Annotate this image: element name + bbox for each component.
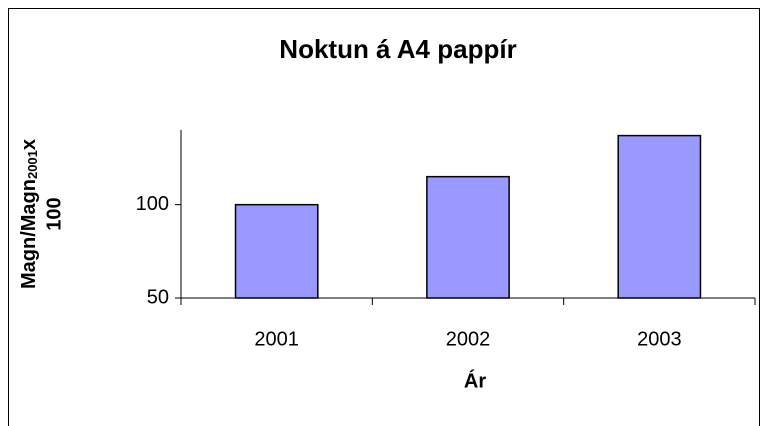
bar [234,203,319,299]
bar [617,134,702,299]
y-axis-label-line2: 100 [43,197,65,230]
y-tick-label: 50 [147,286,169,308]
x-tick-label: 2003 [637,328,682,350]
y-tick-label: 100 [136,193,169,215]
y-label-part: Magn/Magn [18,179,40,289]
x-axis-label: Ár [464,369,486,392]
y-label-part: x [18,139,40,150]
chart-title: Noktun á A4 pappír [279,34,516,64]
x-tick-label: 2002 [446,328,491,350]
y-axis-label: Magn/Magn2001x 100 [18,139,65,289]
bar [426,175,510,299]
y-axis-label-line1: Magn/Magn2001x [18,139,40,289]
y-label-sub: 2001 [25,150,40,179]
x-tick-label: 2001 [254,328,299,350]
